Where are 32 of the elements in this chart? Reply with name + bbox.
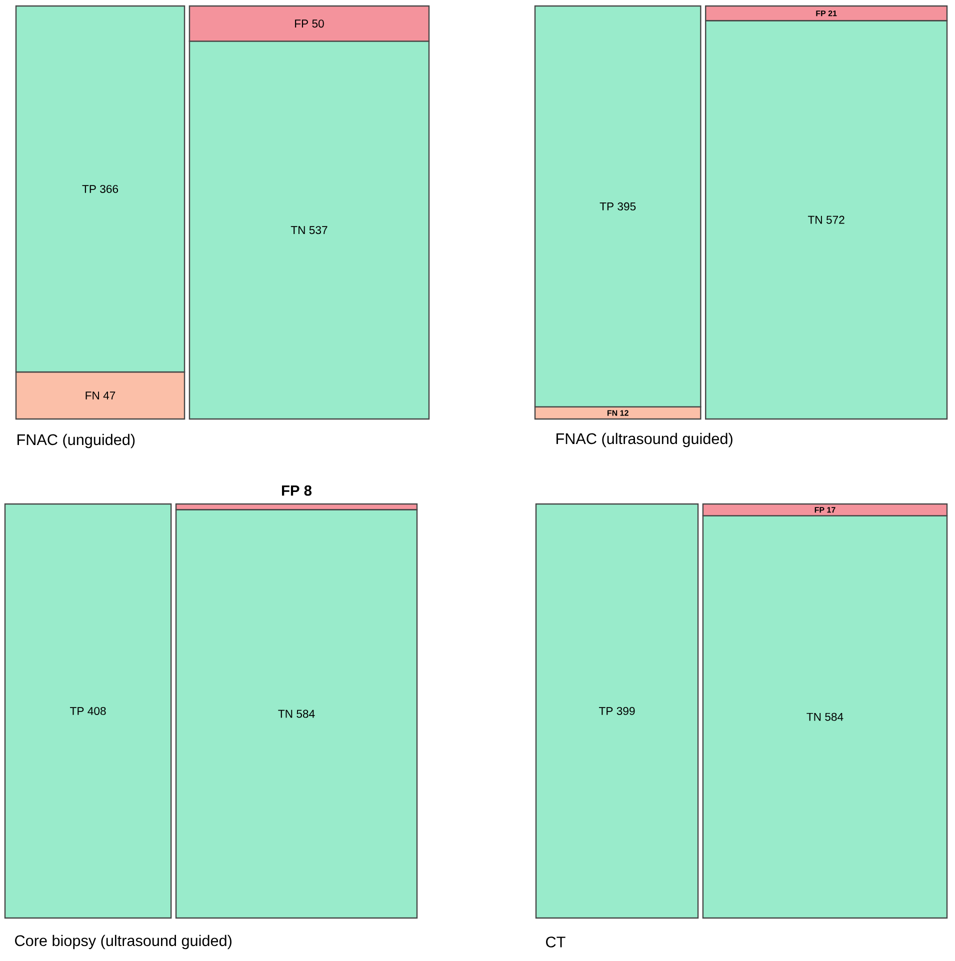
data-label: 12 [620,410,628,416]
category-label: TP [82,185,96,193]
category-label: FN [607,410,618,416]
category-label: FP [282,486,300,496]
data-label: 572 [826,216,844,224]
category-label: TN [290,226,305,234]
category-label: FP [295,20,308,28]
data-label: 50 [312,20,324,28]
data-label: 366 [100,184,118,193]
text: CT [546,936,566,948]
text: FNAC (ultrasound guided) [556,432,732,448]
text: FNAC (unguided) [18,434,135,448]
data-label: 537 [309,226,328,234]
data-label: 584 [825,712,844,721]
category-label: TN [808,216,822,224]
category-label: TP [70,707,84,715]
data-label: 8 [304,485,312,496]
category-label: TP [600,202,614,210]
category-label: FP [814,507,824,513]
data-label: 17 [827,507,836,513]
category-label: TN [278,710,292,718]
category-label: TN [806,712,821,721]
data-label: 21 [828,10,837,16]
data-label: 584 [296,710,315,718]
data-label: 399 [616,706,635,715]
data-label: 408 [88,706,106,715]
text: Core biopsy (ultrasound guided) [15,934,232,950]
category-label: TP [598,707,613,715]
category-label: FP [816,10,826,16]
data-label: 47 [103,392,116,400]
category-label: FN [86,392,100,400]
data-label: 395 [618,202,636,210]
